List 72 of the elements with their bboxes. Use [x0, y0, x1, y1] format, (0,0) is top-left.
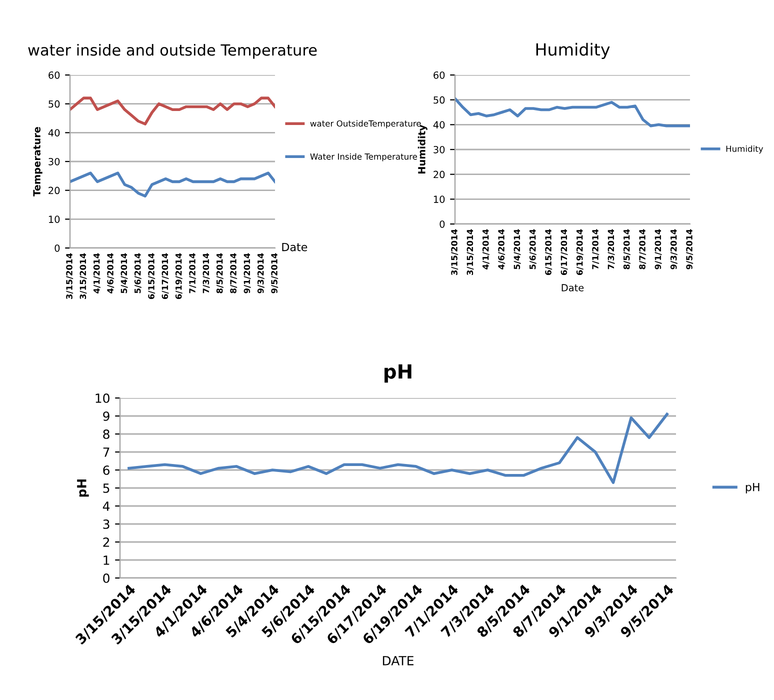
x-tick-label: 9/5/2014	[686, 229, 694, 270]
y-axis-title: Temperature	[33, 127, 42, 196]
x-tick-label: 9/1/2014	[244, 253, 251, 294]
x-tick-label: 6/19/2014	[576, 229, 584, 276]
x-tick-label: 7/1/2014	[189, 253, 196, 294]
y-tick-label: 50	[434, 96, 445, 104]
x-tick-label: 3/15/2014	[80, 253, 87, 299]
legend-label: Water Inside Temperature	[310, 153, 418, 162]
x-tick-label: 7/1/2014	[592, 229, 600, 270]
x-tick-label: 5/4/2014	[514, 229, 521, 270]
line-series	[455, 97, 690, 128]
x-tick-label: 5/6/2014	[529, 229, 536, 270]
x-tick-label: 4/1/2014	[93, 253, 100, 294]
y-tick-label: 30	[48, 158, 60, 166]
y-tick-label: 30	[434, 146, 445, 154]
x-tick-label: 3/15/2014	[451, 229, 458, 275]
x-tick-label: 8/5/2014	[216, 253, 224, 294]
x-axis-title: Date	[562, 284, 584, 292]
x-tick-label: 8/5/2014	[623, 229, 630, 270]
x-tick-label: 4/6/2014	[498, 229, 506, 270]
y-tick-label: 10	[48, 216, 60, 223]
x-tick-label: 7/3/2014	[608, 229, 615, 270]
x-tick-label: 3/15/2014	[66, 253, 74, 299]
y-axis-title: pH	[77, 479, 89, 497]
x-tick-label: 8/7/2014	[230, 253, 238, 294]
chart-title: water inside and outside Temperature	[28, 44, 317, 59]
x-tick-label: 9/3/2014	[670, 229, 678, 270]
y-tick-label: 20	[48, 186, 60, 194]
x-tick-label: 5/4/2014	[120, 253, 128, 294]
y-tick-label: 9	[103, 411, 110, 421]
y-tick-label: 5	[103, 484, 110, 493]
y-tick-label: 10	[96, 393, 110, 403]
legend-label: Humidity	[726, 145, 764, 154]
x-tick-label: 6/17/2014	[162, 253, 169, 300]
x-tick-label: 6/19/2014	[175, 253, 182, 300]
y-tick-label: 2	[103, 537, 110, 547]
y-tick-label: 7	[103, 448, 110, 457]
y-tick-label: 40	[433, 121, 445, 128]
chart-title: Humidity	[536, 42, 610, 60]
x-tick-label: 6/15/2014	[545, 229, 552, 276]
x-tick-label: 8/7/2014	[639, 229, 646, 270]
x-tick-label: 7/3/2014	[202, 253, 210, 294]
x-axis-title: Date	[282, 242, 308, 252]
y-tick-label: 50	[48, 100, 60, 108]
y-tick-label: 8	[103, 429, 110, 439]
x-tick-label: 6/17/2014	[560, 229, 568, 276]
x-tick-label: 9/3/2014	[257, 253, 264, 294]
x-tick-label: 5/6/2014	[134, 253, 142, 294]
y-tick-label: 0	[103, 573, 110, 583]
x-tick-label: 6/15/2014	[148, 253, 156, 300]
line-series	[128, 412, 668, 484]
y-tick-label: 0	[440, 220, 445, 228]
y-tick-label: 40	[48, 129, 60, 136]
line-series	[70, 172, 275, 198]
y-tick-label: 3	[103, 519, 110, 529]
y-tick-label: 1	[104, 556, 110, 565]
x-tick-label: 9/5/2014	[271, 253, 278, 294]
y-tick-label: 20	[434, 170, 445, 178]
x-tick-label: 4/6/2014	[107, 253, 114, 294]
y-tick-label: 4	[102, 502, 110, 511]
line-series	[70, 96, 275, 126]
x-axis-title: DATE	[382, 656, 414, 666]
legend-label: pH	[746, 482, 760, 494]
y-tick-label: 60	[434, 71, 445, 79]
y-tick-label: 0	[54, 244, 60, 252]
y-tick-label: 6	[103, 465, 110, 475]
y-tick-label: 60	[48, 71, 60, 79]
y-tick-label: 10	[434, 196, 445, 203]
x-tick-label: 4/1/2014	[482, 229, 490, 270]
x-tick-label: 3/15/2014	[466, 229, 474, 275]
x-tick-label: 9/1/2014	[654, 229, 662, 270]
chart-title: pH	[384, 364, 412, 383]
